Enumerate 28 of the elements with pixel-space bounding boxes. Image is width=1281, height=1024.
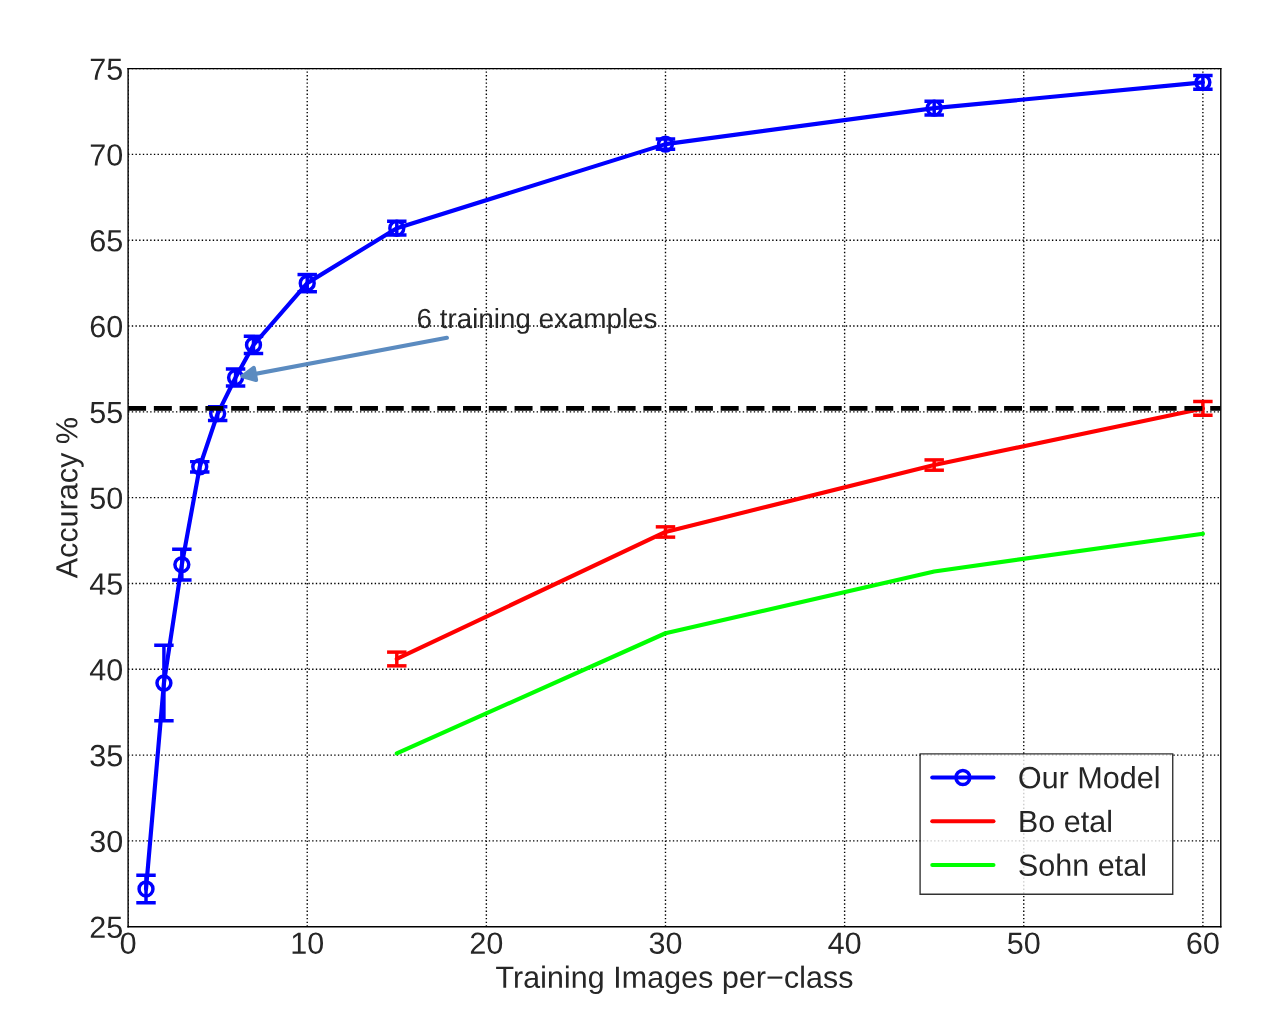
x-tick-label: 20	[470, 932, 503, 955]
y-tick-label: 50	[90, 487, 123, 510]
y-tick-label: 75	[90, 58, 122, 80]
y-tick-label: 25	[90, 916, 122, 939]
point	[155, 674, 173, 692]
x-tick-label: 10	[292, 932, 324, 955]
annotation: 6 training examples	[417, 307, 657, 334]
y-tick-label: 65	[90, 229, 122, 252]
x-tick-label: 50	[1007, 932, 1040, 955]
y-tick-label: 55	[90, 401, 122, 424]
legend-label: Sohn etal	[1019, 853, 1145, 877]
y-tick-label: 45	[89, 573, 122, 595]
x-axis-title: Training Images per−class	[496, 965, 853, 995]
legend-label: Bo etal	[1020, 809, 1111, 833]
x-tick-label: 60	[1187, 932, 1219, 955]
point	[173, 555, 191, 574]
x-tick-label: 0	[120, 932, 136, 955]
x-tick-label: 40	[828, 932, 861, 955]
y-tick-label: 35	[90, 744, 122, 767]
x-tick-label: 30	[649, 932, 682, 955]
y-tick-label: 40	[89, 659, 123, 681]
y-axis-title: Accuracy %	[56, 418, 84, 579]
line-series	[394, 531, 1205, 756]
y-tick-label: 60	[90, 315, 123, 338]
y-tick-label: 30	[90, 830, 123, 853]
y-tick-label: 70	[90, 144, 123, 166]
legend-label: Our Model	[1019, 766, 1159, 789]
point	[137, 880, 155, 898]
